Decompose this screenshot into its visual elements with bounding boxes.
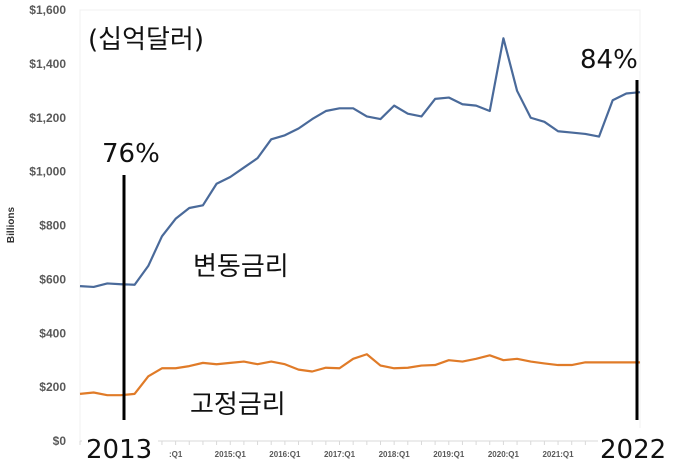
series-line-fixed bbox=[79, 353, 640, 397]
x-tick-label: 2019:Q1 bbox=[433, 450, 465, 459]
x-tick-label: 2017:Q1 bbox=[324, 450, 356, 459]
annotation-84-percent: 84% bbox=[580, 45, 638, 75]
y-tick-label: $600 bbox=[39, 272, 66, 286]
series-line-floating bbox=[79, 37, 641, 289]
x-tick-label: 2020:Q1 bbox=[488, 450, 520, 459]
y-tick-label: $1,000 bbox=[29, 165, 66, 179]
y-tick-label: $1,200 bbox=[29, 111, 66, 125]
y-tick-label: $200 bbox=[39, 380, 66, 394]
y-tick-label: $0 bbox=[53, 434, 67, 448]
y-tick-label: $800 bbox=[39, 219, 66, 233]
year-label-2022: 2022 bbox=[600, 435, 666, 465]
x-tick-label: 2015:Q1 bbox=[215, 450, 247, 459]
year-label-2013: 2013 bbox=[86, 435, 152, 465]
annotation-76-percent: 76% bbox=[102, 139, 160, 169]
label-bg bbox=[82, 428, 158, 466]
y-axis-label: Billions bbox=[6, 207, 17, 244]
y-tick-label: $1,400 bbox=[29, 57, 66, 71]
x-tick-label: 2018:Q1 bbox=[379, 450, 411, 459]
x-tick-label: 2021:Q1 bbox=[542, 450, 574, 459]
y-tick-label: $400 bbox=[39, 326, 66, 340]
x-tick-label: :Q1 bbox=[169, 450, 183, 459]
label-bg bbox=[598, 428, 674, 466]
x-tick-label: 2016:Q1 bbox=[269, 450, 301, 459]
unit-note: (십억달러) bbox=[88, 25, 204, 55]
plot-area bbox=[79, 9, 641, 442]
series-label-fixed: 고정금리 bbox=[190, 390, 286, 420]
y-tick-label: $1,600 bbox=[29, 3, 66, 17]
series-label-floating: 변동금리 bbox=[193, 252, 289, 282]
